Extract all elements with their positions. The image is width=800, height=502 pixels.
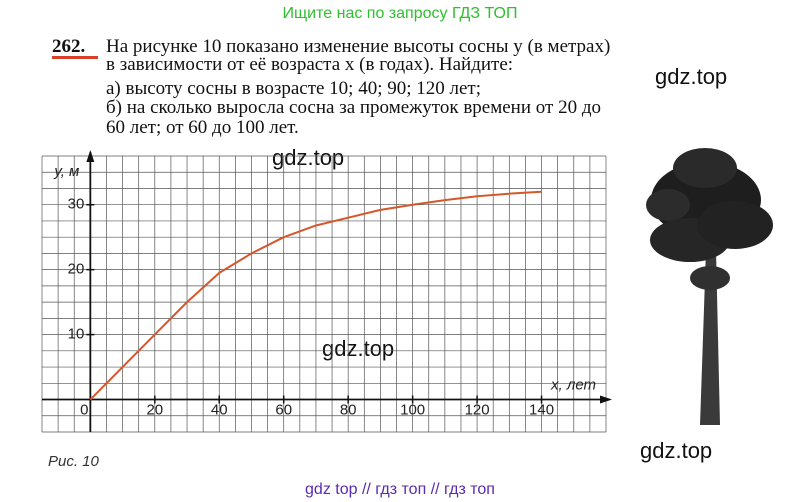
x-tick-label: 40 xyxy=(211,401,228,418)
x-tick-label: 120 xyxy=(465,401,490,418)
y-tick-label: 20 xyxy=(68,261,85,278)
problem-line: в зависимости от её возраста x (в годах)… xyxy=(106,54,513,75)
x-tick-label: 100 xyxy=(400,401,425,418)
problem-line: б) на сколько выросла сосна за промежуто… xyxy=(106,97,601,118)
chart: 0 20 40 60 80 100 120 140 10 20 30 x, лет y, м xyxy=(41,150,612,433)
caption: Рис. 10 xyxy=(48,453,100,470)
problem-number: 262. xyxy=(52,36,85,57)
tree xyxy=(646,148,773,425)
x-axis-label: x, лет xyxy=(550,376,596,393)
problem-line: а) высоту сосны в возрасте 10; 40; 90; 1… xyxy=(106,78,481,99)
problem-line: 60 лет; от 60 до 100 лет. xyxy=(106,117,299,138)
y-axis-label: y, м xyxy=(53,163,79,180)
curve xyxy=(89,190,542,401)
watermark: gdz.top xyxy=(655,64,727,89)
header: Ищите нас по запросу ГДЗ ТОП xyxy=(283,5,518,22)
x-tick-label: 0 xyxy=(80,401,88,418)
watermark: gdz.top xyxy=(322,336,394,361)
x-axis-arrow xyxy=(600,395,612,404)
y-tick-label: 10 xyxy=(68,326,85,343)
footer: gdz top // гдз топ // гдз топ xyxy=(305,481,495,498)
watermark: gdz.top xyxy=(640,438,712,463)
problem-line: На рисунке 10 показано изменение высоты … xyxy=(106,36,610,57)
x-tick-label: 80 xyxy=(340,401,357,418)
y-tick-label: 30 xyxy=(68,196,85,213)
x-tick-label: 140 xyxy=(529,401,554,418)
x-tick-label: 60 xyxy=(275,401,292,418)
watermark: gdz.top xyxy=(272,145,344,170)
number-underline xyxy=(52,56,98,59)
x-tick-label: 20 xyxy=(146,401,163,418)
y-axis-arrow xyxy=(86,150,95,162)
